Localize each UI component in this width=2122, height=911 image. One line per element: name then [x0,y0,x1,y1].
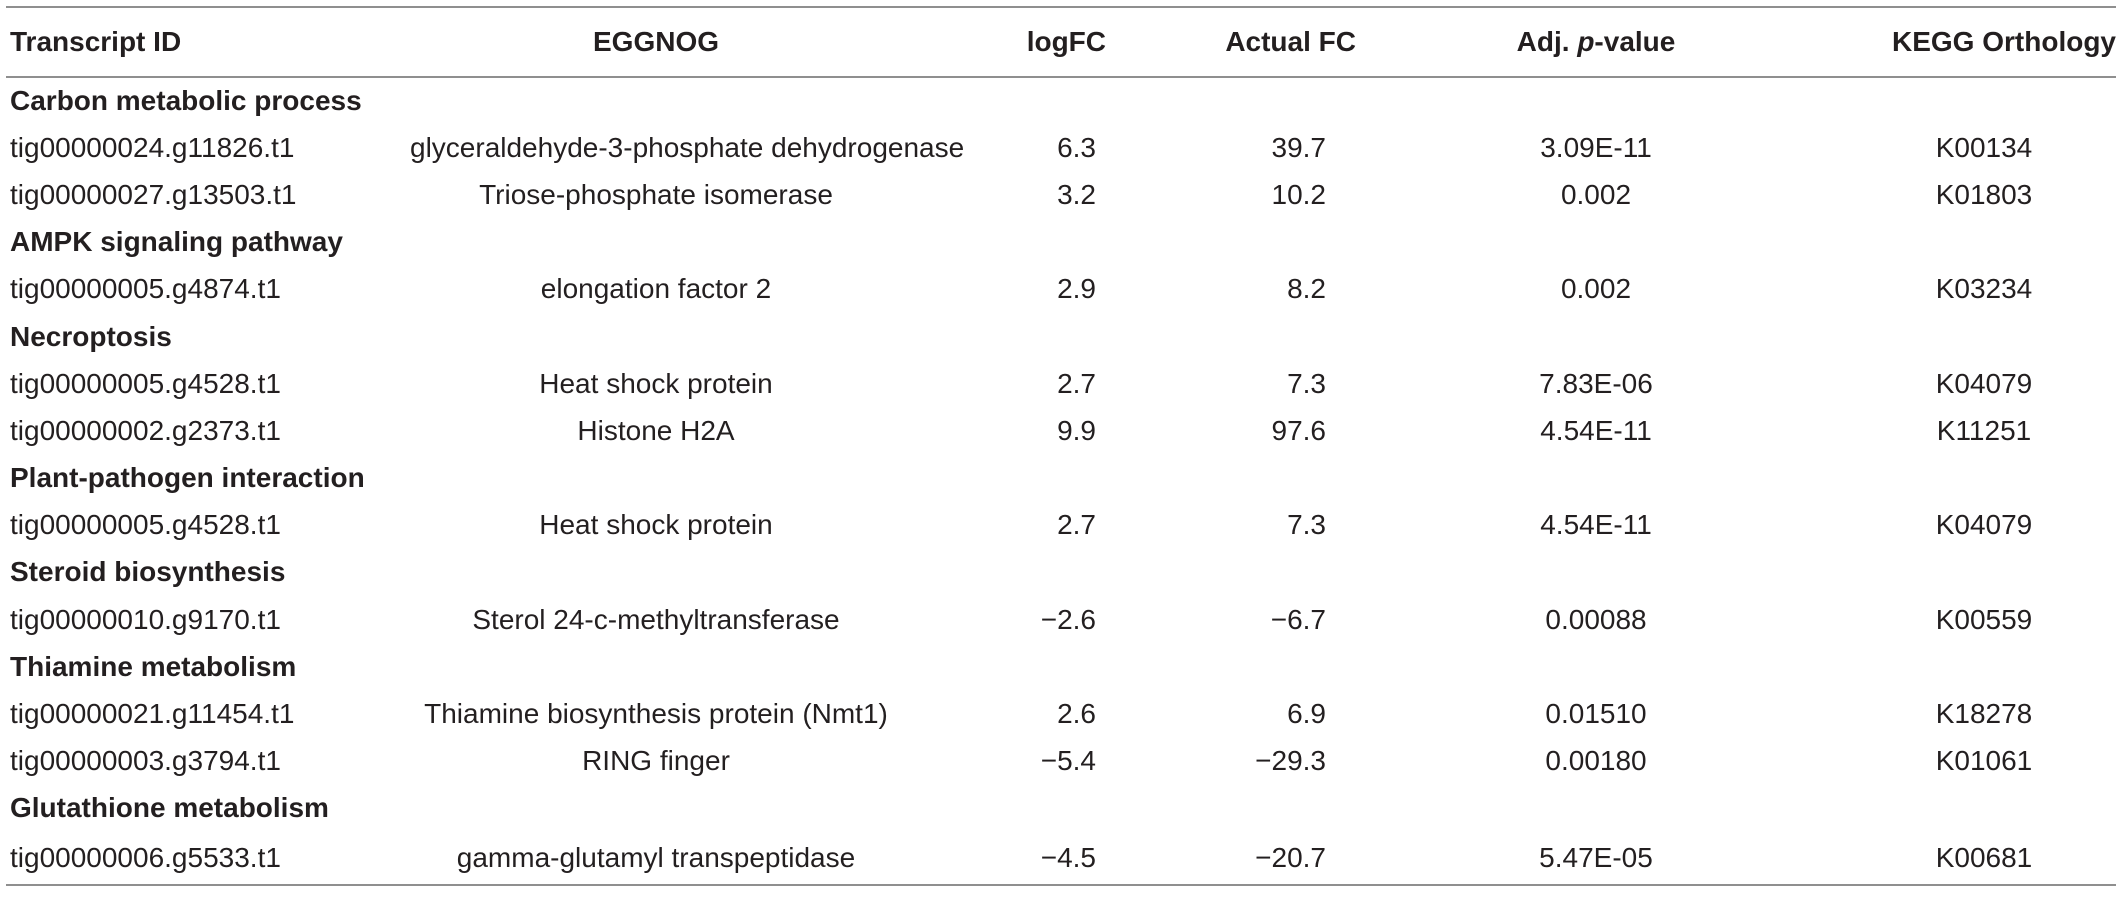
table-row: tig00000003.g3794.t1 RING finger −5.4 −2… [6,738,2116,785]
cell-actual-fc: 7.3 [1287,509,1326,541]
group-title: Glutathione metabolism [10,792,329,824]
cell-kegg: K01061 [1935,745,2033,777]
table-row: tig00000021.g11454.t1 Thiamine biosynthe… [6,690,2116,737]
cell-adj-p-value: 7.83E-06 [1539,367,1653,399]
cell-transcript-id: tig00000003.g3794.t1 [10,745,281,777]
table-row: tig00000006.g5533.t1 gamma-glutamyl tran… [6,832,2116,886]
header-row: Transcript ID EGGNOG logFC Actual FC Adj… [6,6,2116,78]
header-kegg-orthology: KEGG Orthology [1746,6,2116,78]
cell-transcript-id: tig00000021.g11454.t1 [10,698,295,730]
cell-eggnog: Triose-phosphate isomerase [479,178,833,210]
cell-eggnog: Thiamine biosynthesis protein (Nmt1) [424,698,888,730]
cell-logfc: −5.4 [1040,745,1096,777]
table-row: tig00000002.g2373.t1 Histone H2A 9.9 97.… [6,407,2116,454]
cell-eggnog: Histone H2A [577,414,735,446]
group-row: Plant-pathogen interaction [6,455,2116,502]
cell-actual-fc: 97.6 [1271,414,1327,446]
cell-kegg: K04079 [1935,509,2033,541]
cell-logfc: 2.9 [1057,273,1096,305]
cell-kegg: K00681 [1746,832,2116,886]
cell-kegg: K11251 [1936,414,2032,446]
cell-actual-fc: −20.7 [1206,832,1446,886]
group-title: Plant-pathogen interaction [10,462,365,494]
cell-kegg: K01803 [1935,178,2033,210]
header-eggnog: EGGNOG [406,6,906,78]
cell-eggnog: elongation factor 2 [540,273,772,305]
cell-transcript-id: tig00000010.g9170.t1 [10,603,281,635]
transcript-table: Transcript ID EGGNOG logFC Actual FC Adj… [6,6,2116,886]
cell-logfc: 2.7 [1057,367,1096,399]
cell-transcript-id: tig00000005.g4874.t1 [10,273,281,305]
cell-adj-p-value: 0.00088 [1545,603,1647,635]
cell-logfc: −2.6 [1040,603,1096,635]
cell-eggnog: Heat shock protein [539,509,773,541]
cell-transcript-id: tig00000006.g5533.t1 [6,832,406,886]
cell-eggnog: Heat shock protein [539,367,773,399]
cell-kegg: K00559 [1935,603,2033,635]
header-transcript-id: Transcript ID [6,6,406,78]
table-row: tig00000010.g9170.t1 Sterol 24-c-methylt… [6,596,2116,643]
cell-transcript-id: tig00000024.g11826.t1 [10,131,295,163]
table-row: tig00000005.g4528.t1 Heat shock protein … [6,360,2116,407]
cell-actual-fc: 10.2 [1271,178,1327,210]
group-title: Necroptosis [10,320,172,352]
cell-adj-p-value: 3.09E-11 [1540,131,1652,163]
cell-actual-fc: 39.7 [1271,131,1327,163]
table-body: Carbon metabolic process tig00000024.g11… [6,77,2116,886]
cell-eggnog: gamma-glutamyl transpeptidase [406,832,906,886]
cell-actual-fc: 6.9 [1287,698,1326,730]
cell-kegg: K04079 [1935,367,2033,399]
cell-adj-p-value: 4.54E-11 [1540,414,1652,446]
group-title: Carbon metabolic process [10,85,362,117]
group-row: Carbon metabolic process [6,77,2116,124]
cell-kegg: K00134 [1935,131,2033,163]
header-actual-fc: Actual FC [1206,6,1446,78]
cell-adj-p-value: 0.002 [1560,273,1632,305]
group-row: Necroptosis [6,313,2116,360]
table-row: tig00000005.g4528.t1 Heat shock protein … [6,502,2116,549]
header-adj-p-value: Adj. p-value [1446,6,1746,78]
group-row: Steroid biosynthesis [6,549,2116,596]
cell-actual-fc: −29.3 [1255,745,1326,777]
group-row: Thiamine metabolism [6,643,2116,690]
cell-logfc: 3.2 [1057,178,1096,210]
cell-transcript-id: tig00000005.g4528.t1 [10,367,281,399]
cell-adj-p-value: 5.47E-05 [1446,832,1746,886]
group-title: Thiamine metabolism [10,650,297,682]
cell-kegg: K03234 [1935,273,2033,305]
cell-logfc: 6.3 [1057,131,1096,163]
header-logfc: logFC [906,6,1206,78]
cell-eggnog: glyceraldehyde-3-phosphate dehydrogenase [410,131,965,163]
cell-kegg: K18278 [1935,698,2033,730]
group-row: Glutathione metabolism [6,785,2116,832]
table-row: tig00000027.g13503.t1 Triose-phosphate i… [6,171,2116,218]
cell-adj-p-value: 0.002 [1560,178,1632,210]
header-adj-p-suffix: -value [1594,26,1676,57]
group-title: Steroid biosynthesis [10,556,286,588]
cell-logfc: 2.7 [1057,509,1096,541]
group-row: AMPK signaling pathway [6,219,2116,266]
cell-eggnog: RING finger [582,745,730,777]
cell-adj-p-value: 4.54E-11 [1540,509,1652,541]
cell-actual-fc: 8.2 [1287,273,1326,305]
header-adj-p-italic: p [1577,26,1595,57]
cell-logfc: 9.9 [1057,414,1096,446]
table-row: tig00000005.g4874.t1 elongation factor 2… [6,266,2116,313]
cell-eggnog: Sterol 24-c-methyltransferase [472,603,840,635]
cell-transcript-id: tig00000027.g13503.t1 [10,178,297,210]
cell-actual-fc: 7.3 [1287,367,1326,399]
table-row: tig00000024.g11826.t1 glyceraldehyde-3-p… [6,124,2116,171]
cell-transcript-id: tig00000005.g4528.t1 [10,509,281,541]
group-title: AMPK signaling pathway [10,226,343,258]
header-adj-p-prefix: Adj. [1516,26,1578,57]
cell-transcript-id: tig00000002.g2373.t1 [10,414,281,446]
table-header: Transcript ID EGGNOG logFC Actual FC Adj… [6,6,2116,78]
cell-logfc: 2.6 [1057,698,1096,730]
cell-adj-p-value: 0.00180 [1545,745,1647,777]
cell-logfc: −4.5 [906,832,1206,886]
cell-actual-fc: −6.7 [1270,603,1326,635]
cell-adj-p-value: 0.01510 [1545,698,1647,730]
